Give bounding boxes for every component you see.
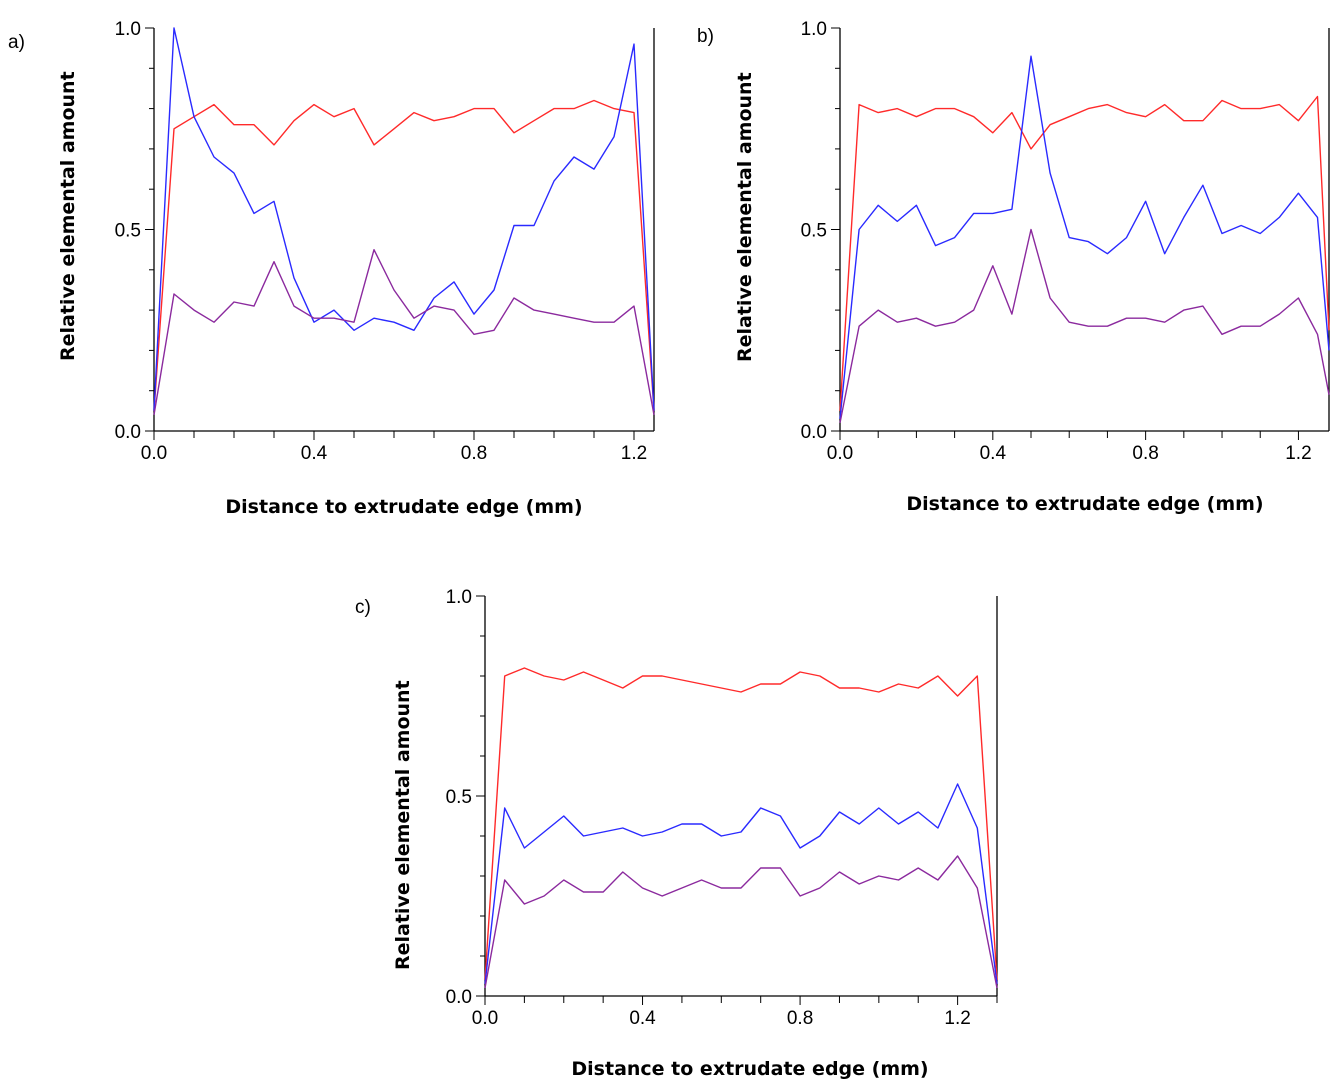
y-tick-label-c: 0.5	[446, 787, 472, 808]
x-axis-label-a: Distance to extrudate edge (mm)	[225, 496, 583, 518]
chart-a: 0.0 0.4 0.8 1.2 0.0 0.5 1.0	[115, 19, 655, 464]
x-tick-label-a: 0.0	[141, 443, 167, 464]
series-line-purple-a	[153, 248, 655, 416]
x-tick-label-c: 1.2	[944, 1008, 970, 1029]
x-tick-label-c: 0.0	[472, 1008, 498, 1029]
x-axis-label-c: Distance to extrudate edge (mm)	[571, 1058, 929, 1080]
y-tick-label-b: 0.5	[801, 221, 827, 242]
x-tick-label-b: 0.4	[980, 443, 1007, 464]
y-tick-label-b: 1.0	[801, 19, 827, 40]
chart-b: 0.0 0.4 0.8 1.2 0.0 0.5 1.0	[801, 19, 1330, 464]
panel-label-b: b)	[697, 26, 714, 47]
series-line-purple-b	[839, 228, 1330, 424]
x-tick-label-a: 1.2	[621, 443, 647, 464]
x-tick-label-a: 0.8	[461, 443, 487, 464]
x-tick-label-b: 1.2	[1285, 443, 1311, 464]
panel-label-a: a)	[8, 32, 25, 53]
x-axis-label-b: Distance to extrudate edge (mm)	[906, 493, 1264, 515]
y-tick-label-b: 0.0	[801, 422, 827, 443]
y-tick-label-a: 0.5	[115, 221, 141, 242]
series-line-red-a	[153, 99, 655, 411]
x-tick-label-c: 0.8	[787, 1008, 813, 1029]
y-tick-label-c: 0.0	[446, 987, 472, 1008]
chart-c: 0.0 0.4 0.8 1.2 0.0 0.5 1.0	[446, 587, 998, 1029]
series-line-red-b	[839, 95, 1330, 411]
panel-a: a) Relative elemental amount 0.0 0.4 0.8 1.…	[0, 0, 660, 540]
series-line-red-c	[484, 667, 998, 981]
x-tick-label-a: 0.4	[301, 443, 328, 464]
x-tick-label-b: 0.8	[1132, 443, 1158, 464]
panel-b: b) Relative elemental amount 0.0 0.4 0.8 1.…	[660, 0, 1330, 540]
series-line-purple-c	[484, 855, 998, 989]
panel-label-c: c)	[355, 597, 371, 618]
series-line-blue-b	[839, 55, 1330, 419]
y-tick-label-a: 0.0	[115, 422, 141, 443]
panel-c: c) Relative elemental amount 0.0 0.4 0.8 1.…	[330, 560, 1050, 1085]
series-line-blue-a	[153, 27, 655, 411]
x-tick-label-b: 0.0	[827, 443, 853, 464]
series-line-blue-c	[484, 783, 998, 985]
y-tick-label-c: 1.0	[446, 587, 472, 608]
y-tick-label-a: 1.0	[115, 19, 141, 40]
x-tick-label-c: 0.4	[629, 1008, 656, 1029]
